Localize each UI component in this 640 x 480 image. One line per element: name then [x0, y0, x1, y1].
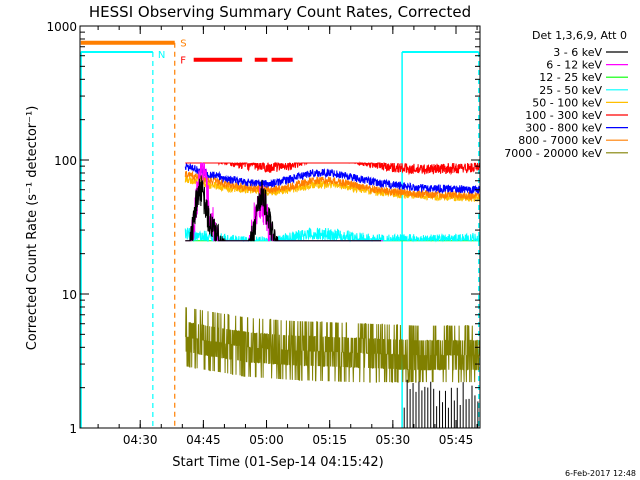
series-line-0: [185, 175, 381, 242]
legend-header: Det 1,3,6,9, Att 0: [532, 29, 627, 42]
y-tick-label: 10: [62, 288, 77, 302]
annotation-layer: S N F: [79, 39, 480, 428]
axis-layer: 04:30 04:45 05:00 05:15 05:30 05:45 1 10 100 1000: [46, 20, 481, 447]
series-line-8: [185, 307, 481, 383]
series-line-7: [184, 170, 481, 201]
annotation-label-n: N: [158, 50, 165, 61]
series-line-5: [185, 161, 481, 176]
legend-entry-label: 100 - 300 keV: [525, 109, 602, 122]
series-layer: [184, 161, 481, 428]
x-tick-label: 05:00: [249, 433, 284, 447]
x-tick-label: 05:45: [439, 433, 474, 447]
chart-title: HESSI Observing Summary Count Rates, Cor…: [89, 3, 471, 21]
y-tick-label: 1: [69, 422, 77, 436]
series-line-6: [184, 163, 481, 195]
legend-entry-label: 25 - 50 keV: [539, 84, 602, 97]
plot-frame: [79, 25, 481, 429]
x-axis-label: Start Time (01-Sep-14 04:15:42): [172, 455, 383, 470]
annotation-label-s: S: [180, 39, 186, 50]
y-axis-label: Corrected Count Rate (s⁻¹ detector⁻¹): [25, 106, 40, 351]
legend-entry-label: 12 - 25 keV: [539, 71, 602, 84]
x-tick-label: 04:45: [186, 433, 221, 447]
legend-entry-label: 7000 - 20000 keV: [504, 147, 602, 160]
y-tick-label: 100: [54, 154, 77, 168]
legend-entry-label: 800 - 7000 keV: [518, 134, 602, 147]
annotation-label-f: F: [180, 56, 186, 67]
y-tick-label: 1000: [46, 20, 77, 34]
x-tick-label: 05:15: [312, 433, 347, 447]
x-tick-label: 05:30: [376, 433, 411, 447]
legend-entry-label: 300 - 800 keV: [525, 122, 602, 135]
legend-entry-label: 50 - 100 keV: [532, 96, 602, 109]
legend-entry-label: 3 - 6 keV: [553, 46, 602, 59]
x-tick-label: 04:30: [123, 433, 158, 447]
footer-timestamp: 6-Feb-2017 12:48: [565, 469, 636, 478]
legend-entry-label: 6 - 12 keV: [546, 59, 602, 72]
